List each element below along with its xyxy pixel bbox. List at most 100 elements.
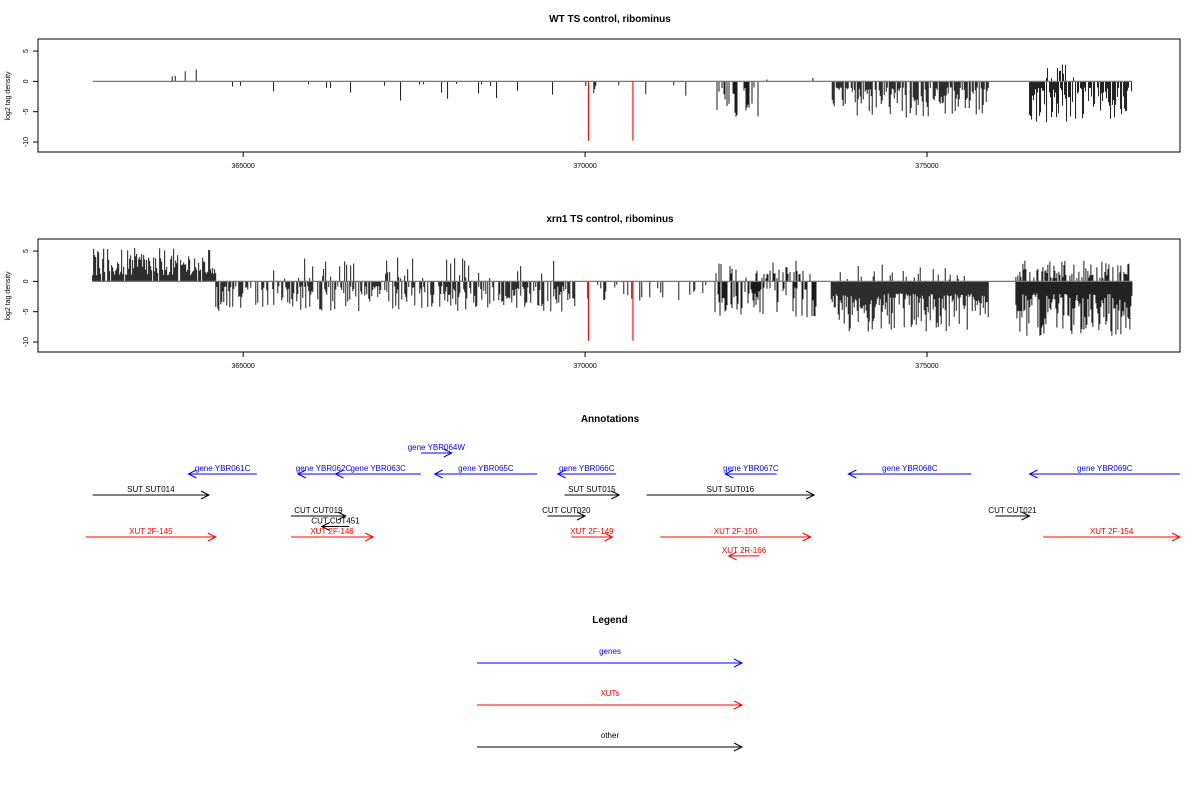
legend-item-gene: genes	[477, 647, 744, 668]
wt-plot-frame	[37, 38, 1181, 153]
y-tick-label: -5	[23, 308, 30, 314]
arrow-head	[207, 532, 217, 542]
annotation-label: CUT CUT021	[988, 506, 1037, 515]
annotation-label: XUT 2F-149	[570, 527, 614, 536]
annotation-gene: gene YBR067C	[723, 464, 779, 479]
annotation-label: gene YBR066C	[559, 464, 615, 473]
arrow-head	[802, 532, 812, 542]
arrow-head	[604, 532, 614, 542]
annotation-label: gene YBR061C	[195, 464, 251, 473]
arrow-head	[733, 658, 744, 668]
wt-signal-bars	[92, 64, 1133, 141]
arrow-head	[733, 700, 744, 710]
xrn1-signal-bars	[92, 248, 1133, 341]
annotation-other: CUT CUT451	[311, 517, 360, 531]
annotation-gene: gene YBR068C	[847, 464, 972, 479]
annotation-label: SUT SUT014	[127, 485, 175, 494]
annotation-label: XUT 2F-145	[129, 527, 173, 536]
x-tick-label: 365000	[231, 363, 254, 370]
arrow-head	[364, 532, 375, 542]
annotation-gene: gene YBR062C	[296, 464, 352, 479]
arrow-head	[611, 490, 621, 500]
xrn1-axis-ticks: 365000 370000 375000 -10 -5 0 5	[23, 249, 939, 370]
annotation-other: SUT SUT014	[92, 485, 211, 500]
wt-axis-ticks: 365000 370000 375000 -10 -5 0 5	[23, 49, 939, 170]
x-tick-label: 365000	[231, 163, 254, 170]
arrow-head	[1171, 532, 1182, 542]
annotation-label: CUT CUT451	[311, 517, 360, 526]
annotations-track: Annotations gene YBR061C gene YBR062C gene…	[85, 414, 1182, 561]
annotation-xut: XUT 2F-150	[660, 527, 812, 542]
annotation-label: XUT 2R-166	[722, 546, 767, 555]
annotation-gene: gene YBR061C	[187, 464, 257, 479]
annotation-gene: gene YBR069C	[1028, 464, 1180, 479]
annotation-label: gene YBR065C	[458, 464, 514, 473]
arrow-head	[1028, 469, 1038, 479]
arrow-head	[1021, 511, 1031, 521]
annotation-label: CUT CUT019	[294, 506, 343, 515]
xrn1-plot-frame	[37, 238, 1181, 353]
annotation-other: SUT SUT016	[646, 485, 816, 500]
wt-panel-title: WT TS control, ribominus	[549, 14, 671, 25]
arrow-head	[334, 469, 344, 479]
annotation-label: gene YBR063C	[350, 464, 406, 473]
legend-items: genes XUTs other	[477, 647, 744, 752]
annotation-gene: gene YBR063C	[334, 464, 421, 479]
annotation-label: gene YBR062C	[296, 464, 352, 473]
legend-label: other	[601, 731, 620, 740]
annotation-label: gene YBR069C	[1077, 464, 1133, 473]
annotation-label: gene YBR064W	[408, 443, 466, 452]
xrn1-panel-title: xrn1 TS control, ribominus	[546, 214, 674, 225]
annotation-gene: gene YBR065C	[433, 464, 538, 479]
y-tick-label: 5	[23, 249, 30, 253]
arrow-head	[337, 511, 347, 521]
annotation-label: XUT 2F-150	[714, 527, 758, 536]
annotation-other: CUT CUT021	[988, 506, 1037, 521]
y-tick-label: 5	[23, 49, 30, 53]
y-tick-label: 0	[23, 279, 30, 283]
arrow-head	[433, 469, 443, 479]
x-tick-label: 370000	[573, 163, 596, 170]
arrow-head	[727, 551, 737, 561]
legend: Legend genes XUTs other	[477, 615, 744, 752]
annotation-label: XUT 2F-146	[310, 527, 354, 536]
annotation-items: gene YBR061C gene YBR062C gene YBR063C gene…	[85, 443, 1182, 561]
x-tick-label: 375000	[915, 363, 938, 370]
legend-label: XUTs	[600, 689, 619, 698]
annotation-label: gene YBR067C	[723, 464, 779, 473]
legend-title: Legend	[592, 615, 628, 626]
annotation-other: SUT SUT015	[564, 485, 621, 500]
arrow-head	[556, 469, 566, 479]
y-tick-label: -5	[23, 108, 30, 114]
arrow-head	[724, 469, 734, 479]
arrow-head	[576, 511, 587, 521]
arrow-head	[805, 490, 816, 500]
arrow-head	[320, 522, 331, 531]
annotation-xut: XUT 2F-145	[85, 527, 217, 542]
legend-item-other: other	[477, 731, 744, 752]
annotation-xut: XUT 2F-154	[1043, 527, 1182, 542]
wt-density-panel: WT TS control, ribominus log2 tag densit…	[5, 14, 1181, 170]
arrow-head	[200, 490, 211, 500]
wt-y-axis-label: log2 tag density	[5, 71, 12, 121]
annotation-label: SUT SUT015	[568, 485, 616, 494]
xrn1-density-panel: xrn1 TS control, ribominus log2 tag dens…	[5, 214, 1181, 370]
legend-label: genes	[599, 647, 621, 656]
annotation-gene: gene YBR064W	[408, 443, 466, 458]
arrow-head	[733, 742, 744, 752]
x-tick-label: 370000	[573, 363, 596, 370]
arrow-head	[847, 469, 857, 479]
legend-item-xut: XUTs	[477, 689, 744, 710]
arrow-head	[443, 448, 453, 458]
y-tick-label: -10	[23, 337, 30, 347]
annotation-gene: gene YBR066C	[556, 464, 616, 479]
annotation-xut: XUT 2F-149	[570, 527, 614, 542]
annotation-label: CUT CUT020	[542, 506, 591, 515]
y-tick-label: -10	[23, 137, 30, 147]
xrn1-y-axis-label: log2 tag density	[5, 271, 12, 321]
annotation-other: CUT CUT019	[291, 506, 347, 521]
annotation-other: CUT CUT020	[542, 506, 591, 521]
arrow-head	[296, 469, 307, 479]
annotation-label: gene YBR068C	[882, 464, 938, 473]
